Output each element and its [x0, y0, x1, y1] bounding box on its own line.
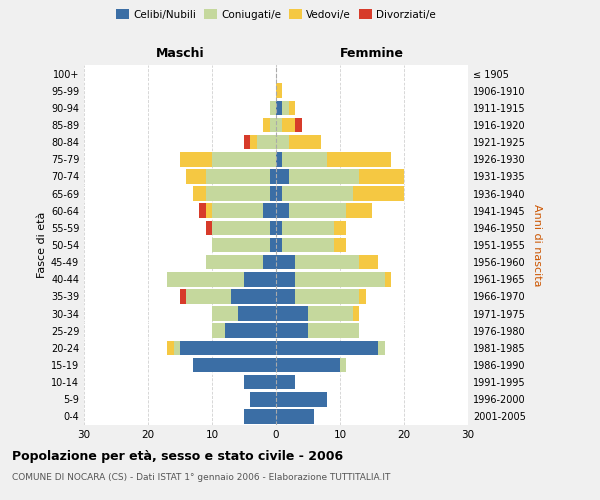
Bar — [187, 169, 206, 184]
Bar — [193, 186, 206, 201]
Bar — [263, 204, 276, 218]
Bar — [212, 306, 238, 321]
Bar — [385, 272, 391, 286]
Bar — [346, 204, 372, 218]
Bar — [289, 204, 346, 218]
Bar — [167, 340, 173, 355]
Bar — [276, 220, 283, 235]
Text: COMUNE DI NOCARA (CS) - Dati ISTAT 1° gennaio 2006 - Elaborazione TUTTITALIA.IT: COMUNE DI NOCARA (CS) - Dati ISTAT 1° ge… — [12, 472, 391, 482]
Bar — [276, 84, 283, 98]
Bar — [206, 255, 263, 270]
Bar — [199, 204, 206, 218]
Bar — [289, 100, 295, 115]
Bar — [340, 358, 346, 372]
Bar — [187, 289, 231, 304]
Bar — [283, 238, 334, 252]
Bar — [173, 340, 180, 355]
Bar — [180, 152, 212, 166]
Bar — [167, 272, 244, 286]
Bar — [276, 272, 295, 286]
Bar — [263, 255, 276, 270]
Bar — [276, 169, 289, 184]
Bar — [276, 289, 295, 304]
Bar — [334, 220, 346, 235]
Bar — [269, 100, 276, 115]
Bar — [308, 324, 359, 338]
Y-axis label: Fasce di età: Fasce di età — [37, 212, 47, 278]
Bar — [212, 204, 263, 218]
Bar — [276, 358, 340, 372]
Bar — [353, 186, 404, 201]
Bar — [269, 169, 276, 184]
Bar — [263, 118, 269, 132]
Bar — [244, 375, 276, 390]
Bar — [269, 238, 276, 252]
Bar — [206, 186, 269, 201]
Bar — [276, 100, 283, 115]
Bar — [276, 324, 308, 338]
Bar — [276, 204, 289, 218]
Bar — [250, 392, 276, 406]
Bar — [283, 220, 334, 235]
Bar — [225, 324, 276, 338]
Bar — [359, 255, 379, 270]
Bar — [359, 289, 365, 304]
Bar — [289, 169, 359, 184]
Bar — [283, 152, 327, 166]
Bar — [212, 152, 276, 166]
Bar — [283, 186, 353, 201]
Bar — [276, 375, 295, 390]
Legend: Celibi/Nubili, Coniugati/e, Vedovi/e, Divorziati/e: Celibi/Nubili, Coniugati/e, Vedovi/e, Di… — [112, 5, 440, 24]
Bar — [269, 186, 276, 201]
Bar — [276, 340, 379, 355]
Bar — [289, 135, 321, 150]
Bar — [212, 238, 269, 252]
Bar — [359, 169, 404, 184]
Bar — [353, 306, 359, 321]
Bar — [276, 255, 295, 270]
Bar — [295, 255, 359, 270]
Bar — [308, 306, 353, 321]
Bar — [250, 135, 257, 150]
Bar — [276, 306, 308, 321]
Bar — [379, 340, 385, 355]
Bar — [283, 100, 289, 115]
Text: Femmine: Femmine — [340, 47, 404, 60]
Bar — [283, 118, 295, 132]
Bar — [180, 289, 187, 304]
Bar — [295, 272, 385, 286]
Bar — [193, 358, 276, 372]
Bar — [212, 220, 269, 235]
Bar — [276, 152, 283, 166]
Bar — [244, 135, 250, 150]
Bar — [276, 238, 283, 252]
Bar — [244, 409, 276, 424]
Bar — [212, 324, 225, 338]
Bar — [244, 272, 276, 286]
Bar — [276, 409, 314, 424]
Bar — [238, 306, 276, 321]
Bar — [231, 289, 276, 304]
Text: Maschi: Maschi — [155, 47, 205, 60]
Bar — [276, 392, 327, 406]
Y-axis label: Anni di nascita: Anni di nascita — [532, 204, 542, 286]
Bar — [206, 204, 212, 218]
Bar — [206, 220, 212, 235]
Bar — [295, 289, 359, 304]
Bar — [334, 238, 346, 252]
Text: Popolazione per età, sesso e stato civile - 2006: Popolazione per età, sesso e stato civil… — [12, 450, 343, 463]
Bar — [276, 186, 283, 201]
Bar — [276, 135, 289, 150]
Bar — [295, 118, 302, 132]
Bar — [327, 152, 391, 166]
Bar — [257, 135, 276, 150]
Bar — [269, 220, 276, 235]
Bar — [269, 118, 276, 132]
Bar — [276, 118, 283, 132]
Bar — [180, 340, 276, 355]
Bar — [206, 169, 269, 184]
